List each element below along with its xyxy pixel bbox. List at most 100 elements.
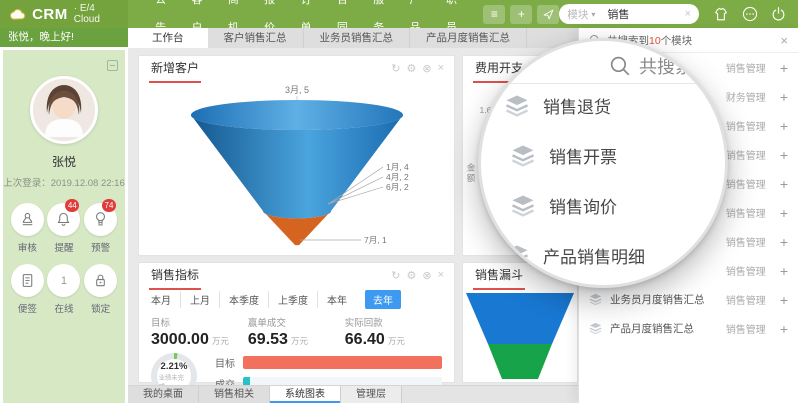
module-stack-icon xyxy=(589,293,602,306)
magnified-module-sales-invoicing[interactable]: 销售开票 xyxy=(511,143,617,168)
metric-target: 目标 3000.00 万元 xyxy=(151,318,229,348)
add-module-button[interactable]: + xyxy=(779,291,788,308)
last-login: 上次登录：2019.12.08 22:16 xyxy=(3,178,125,189)
tab-workbench[interactable]: 工作台 xyxy=(128,28,208,48)
tab-customer-sales-summary[interactable]: 客户销售汇总 xyxy=(208,28,304,48)
disable-icon[interactable]: ⊗ xyxy=(422,270,432,282)
bar-label-target: 目标 xyxy=(215,359,235,370)
module-result-row[interactable]: 产品月度销售汇总 销售管理 + xyxy=(579,314,798,343)
magnifier-lens: 共搜索 销售退货 销售开票 销售询价 产品销售明细 xyxy=(478,38,728,288)
tool-lock[interactable]: 锁定 xyxy=(82,264,119,315)
bell-icon xyxy=(58,212,70,226)
magnified-module-product-sales-detail[interactable]: 产品销售明细 xyxy=(505,243,645,268)
period-this-month[interactable]: 本月 xyxy=(151,296,171,307)
collapse-sidebar-icon[interactable] xyxy=(107,60,118,71)
note-icon xyxy=(22,274,33,287)
module-stack-icon xyxy=(506,245,528,267)
quick-tools: 审核 44 提醒 74 预警 xyxy=(3,189,125,325)
magnified-module-sales-inquiry[interactable]: 销售询价 xyxy=(511,193,617,218)
tab-product-monthly-sales-summary[interactable]: 产品月度销售汇总 xyxy=(410,28,527,48)
panel-title: 新增客户 xyxy=(149,55,202,83)
search-icon xyxy=(610,56,630,76)
cloud-logo-icon xyxy=(10,8,26,20)
refresh-icon[interactable]: ↻ xyxy=(391,63,401,75)
module-result-row[interactable]: 业务员月度销售汇总 销售管理 + xyxy=(579,285,798,314)
alert-badge: 74 xyxy=(101,199,116,212)
magnified-search-text: 共搜索 xyxy=(639,57,693,77)
tool-reminders[interactable]: 44 提醒 xyxy=(46,199,83,254)
profile-card: 张悦 上次登录：2019.12.08 22:16 审核 44 xyxy=(3,50,125,403)
bottom-tab-sales-related[interactable]: 销售相关 xyxy=(199,386,270,403)
tool-audit[interactable]: 审核 xyxy=(9,203,46,254)
refresh-icon[interactable]: ↻ xyxy=(391,270,401,282)
funnel-side-label-2: 4月, 2 xyxy=(386,172,409,182)
greeting-text: 张悦，晚上好! xyxy=(0,28,128,47)
add-module-button[interactable]: + xyxy=(779,233,788,250)
panel-title: 费用开支 xyxy=(473,55,526,83)
add-module-button[interactable]: + xyxy=(779,175,788,192)
bottom-tab-my-desktop[interactable]: 我的桌面 xyxy=(128,386,199,403)
period-last-quarter[interactable]: 上季度 xyxy=(268,291,317,308)
metric-actual-collection: 实际回款 66.40 万元 xyxy=(344,318,405,348)
magnified-module-sales-returns[interactable]: 销售退货 xyxy=(505,93,611,118)
add-module-button[interactable]: + xyxy=(779,88,788,105)
period-last-year[interactable]: 去年 xyxy=(365,290,401,309)
tool-label: 提醒 xyxy=(54,243,74,254)
close-results-icon[interactable]: × xyxy=(780,32,788,48)
avatar-illustration xyxy=(33,79,95,141)
add-module-button[interactable]: + xyxy=(779,117,788,134)
search-clear-icon[interactable]: × xyxy=(684,8,691,20)
close-icon[interactable]: × xyxy=(437,269,444,281)
search-input[interactable]: 销售 xyxy=(607,9,630,21)
settings-icon[interactable]: ⚙ xyxy=(406,270,417,282)
target-bar xyxy=(243,356,442,369)
new-customers-panel: 新增客户 ↻ ⚙ ⊗ × 3月, 5 xyxy=(138,55,455,256)
kpi-metrics: 目标 3000.00 万元 赢单成交 69.53 万元 实际回款 66.40 万元 xyxy=(139,309,454,349)
top-menu: 公告 客户 商机 报价 订单 合同 服务 产品 职员 xyxy=(146,0,473,34)
tool-notes[interactable]: 便签 xyxy=(9,264,46,315)
settings-icon[interactable]: ⚙ xyxy=(406,63,417,75)
theme-shirt-icon[interactable] xyxy=(713,7,729,22)
stamp-icon xyxy=(22,212,33,226)
search-scope-dropdown[interactable]: 模块 xyxy=(567,8,589,21)
sales-funnel-panel: 销售漏斗 xyxy=(462,262,578,383)
more-options-icon[interactable] xyxy=(742,6,758,22)
desktop-tabbar: 我的桌面 销售相关 系统图表 管理层 xyxy=(128,385,578,403)
disable-icon[interactable]: ⊗ xyxy=(422,63,432,75)
product-edition: · E/4 Cloud xyxy=(73,3,100,25)
bottom-tab-system-charts[interactable]: 系统图表 xyxy=(270,386,341,403)
gauge-percent: 2.21% xyxy=(160,360,188,372)
chevron-down-icon[interactable]: ▾ xyxy=(591,9,596,19)
power-icon[interactable] xyxy=(771,6,786,22)
module-stack-icon xyxy=(512,145,534,167)
sales-funnel-chart xyxy=(466,293,574,379)
panel-title: 销售漏斗 xyxy=(473,262,526,290)
bottom-tab-management[interactable]: 管理层 xyxy=(341,386,402,403)
period-filter: 本月 上月 本季度 上季度 本年 去年 xyxy=(139,288,454,309)
tab-salesperson-sales-summary[interactable]: 业务员销售汇总 xyxy=(304,28,410,48)
user-name: 张悦 xyxy=(51,155,76,169)
close-icon[interactable]: × xyxy=(437,62,444,74)
sales-kpi-panel: 销售指标 ↻ ⚙ ⊗ × 本月 上月 本季度 上季度 本年 去年 目标 3 xyxy=(138,262,455,399)
avatar[interactable] xyxy=(30,76,98,144)
period-this-year[interactable]: 本年 xyxy=(317,291,356,308)
add-module-button[interactable]: + xyxy=(779,146,788,163)
tool-alerts[interactable]: 74 预警 xyxy=(82,199,119,254)
workspace-tabbar: 工作台 客户销售汇总 业务员销售汇总 产品月度销售汇总 xyxy=(128,28,578,48)
y-axis-label: 金额 xyxy=(466,163,476,184)
hamburger-menu-button[interactable]: ≡ xyxy=(483,4,506,24)
add-module-button[interactable]: + xyxy=(779,59,788,76)
add-module-button[interactable]: + xyxy=(779,320,788,337)
period-this-quarter[interactable]: 本季度 xyxy=(219,291,268,308)
funnel-bottom-label: 7月, 1 xyxy=(364,235,387,245)
product-name: CRM xyxy=(32,5,68,23)
add-module-button[interactable]: + xyxy=(779,262,788,279)
send-button[interactable] xyxy=(537,4,560,24)
add-button[interactable]: + xyxy=(510,4,533,24)
topbar-actions: ≡ + xyxy=(483,4,560,24)
period-last-month[interactable]: 上月 xyxy=(180,291,219,308)
global-search[interactable]: 模块 ▾ 销售 × xyxy=(559,4,699,24)
add-module-button[interactable]: + xyxy=(779,204,788,221)
tool-online[interactable]: 1 在线 xyxy=(46,264,83,315)
